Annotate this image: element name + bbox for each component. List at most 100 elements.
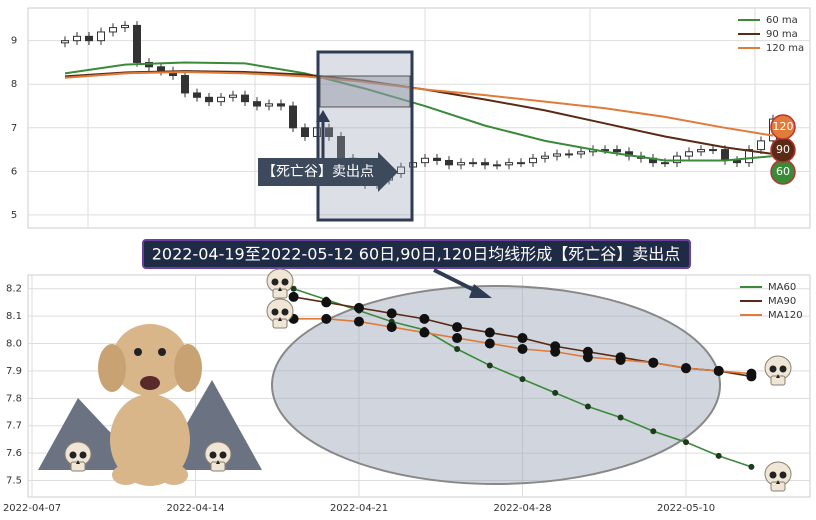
point xyxy=(290,285,297,292)
candle-body xyxy=(469,162,477,165)
end-badge-label: 60 xyxy=(776,165,790,178)
ma-line xyxy=(64,61,774,162)
point xyxy=(746,368,757,379)
y-tick-label: 8.1 xyxy=(6,311,22,322)
point xyxy=(519,376,526,383)
y-tick-label: 9 xyxy=(11,36,17,47)
highlight-box xyxy=(316,50,414,222)
point xyxy=(552,389,559,396)
candle-body xyxy=(697,149,705,153)
candle-body xyxy=(73,35,81,42)
point xyxy=(617,414,624,421)
banner-title: 2022-04-19至2022-05-12 60日,90日,120日均线形成【死… xyxy=(152,245,681,264)
y-tick-label: 8.2 xyxy=(6,284,22,295)
candle-body xyxy=(193,92,201,98)
point xyxy=(419,327,430,338)
candle-body xyxy=(433,157,441,161)
candle-body xyxy=(325,127,333,138)
annotation-label: 【死亡谷】卖出点 xyxy=(262,164,374,180)
x-tick-label: 2022-04-21 xyxy=(330,503,388,514)
candle-body xyxy=(613,149,621,153)
point xyxy=(615,354,626,365)
point xyxy=(386,308,397,319)
candle-body xyxy=(601,149,609,152)
candle-body xyxy=(493,164,501,167)
candle-body xyxy=(421,157,429,164)
candle-body xyxy=(565,153,573,156)
y-tick-label: 7.7 xyxy=(6,421,22,432)
annotation-arrow xyxy=(258,110,398,192)
candle-body xyxy=(289,105,297,129)
y-tick-label: 7 xyxy=(11,123,17,134)
y-tick-label: 8 xyxy=(11,79,17,90)
point xyxy=(321,297,332,308)
point xyxy=(452,322,463,333)
candle-body xyxy=(109,27,117,33)
candle-body xyxy=(733,159,741,164)
point xyxy=(454,346,461,352)
banner xyxy=(142,239,691,269)
y-tick-label: 7.5 xyxy=(6,476,22,487)
candle-body xyxy=(673,155,681,164)
candle-body xyxy=(133,24,141,63)
point xyxy=(517,344,528,354)
point xyxy=(683,439,689,446)
point xyxy=(452,333,463,344)
point xyxy=(486,362,493,369)
candle-body xyxy=(505,162,513,166)
candle-body xyxy=(757,140,765,151)
y-tick-label: 8.0 xyxy=(6,339,22,350)
candle-body xyxy=(553,153,561,157)
top-plot-area xyxy=(27,7,811,229)
point xyxy=(681,363,691,374)
end-badge-label: 90 xyxy=(776,143,790,156)
candle-body xyxy=(661,162,669,165)
point xyxy=(354,302,364,313)
point xyxy=(650,428,657,435)
candle-body xyxy=(85,35,93,42)
point xyxy=(584,403,591,410)
point xyxy=(713,365,724,376)
y-tick-label: 7.9 xyxy=(6,366,22,377)
candle-body xyxy=(157,66,165,72)
x-tick-label: 2022-05-10 xyxy=(657,503,715,514)
candle-body xyxy=(577,151,585,155)
point xyxy=(550,346,561,357)
x-tick-label: 2022-04-28 xyxy=(493,503,551,514)
point xyxy=(748,463,755,470)
point xyxy=(354,316,364,327)
candle-body xyxy=(541,155,549,159)
point xyxy=(484,327,495,338)
candle-body xyxy=(205,96,213,103)
candle-body xyxy=(241,94,249,103)
candle-body xyxy=(709,149,717,152)
candle-body xyxy=(685,151,693,157)
legend-label: MA120 xyxy=(768,310,803,321)
point xyxy=(288,291,299,302)
y-tick-label: 6 xyxy=(11,166,17,177)
candle-body xyxy=(181,75,189,94)
legend-label: MA60 xyxy=(768,282,796,293)
candle-body xyxy=(61,40,69,44)
candle-body xyxy=(529,157,537,164)
candle-body xyxy=(277,103,285,107)
point xyxy=(715,452,722,459)
top-vertical-grid xyxy=(87,8,756,228)
candle-body xyxy=(445,159,453,166)
pointer-arrow xyxy=(433,268,492,298)
candle-body xyxy=(97,31,105,42)
point xyxy=(648,357,659,368)
y-tick-label: 7.8 xyxy=(6,393,22,404)
candle-body xyxy=(745,149,753,164)
end-badge xyxy=(770,114,796,140)
candle-body xyxy=(301,127,309,138)
point xyxy=(582,352,593,363)
candle-body xyxy=(121,24,129,29)
y-tick-label: 7.6 xyxy=(6,448,22,459)
legend-label: MA90 xyxy=(768,296,796,307)
candle-body xyxy=(229,94,237,98)
highlight-band xyxy=(319,75,411,108)
point xyxy=(517,333,528,344)
legend-label: 120 ma xyxy=(766,43,804,54)
